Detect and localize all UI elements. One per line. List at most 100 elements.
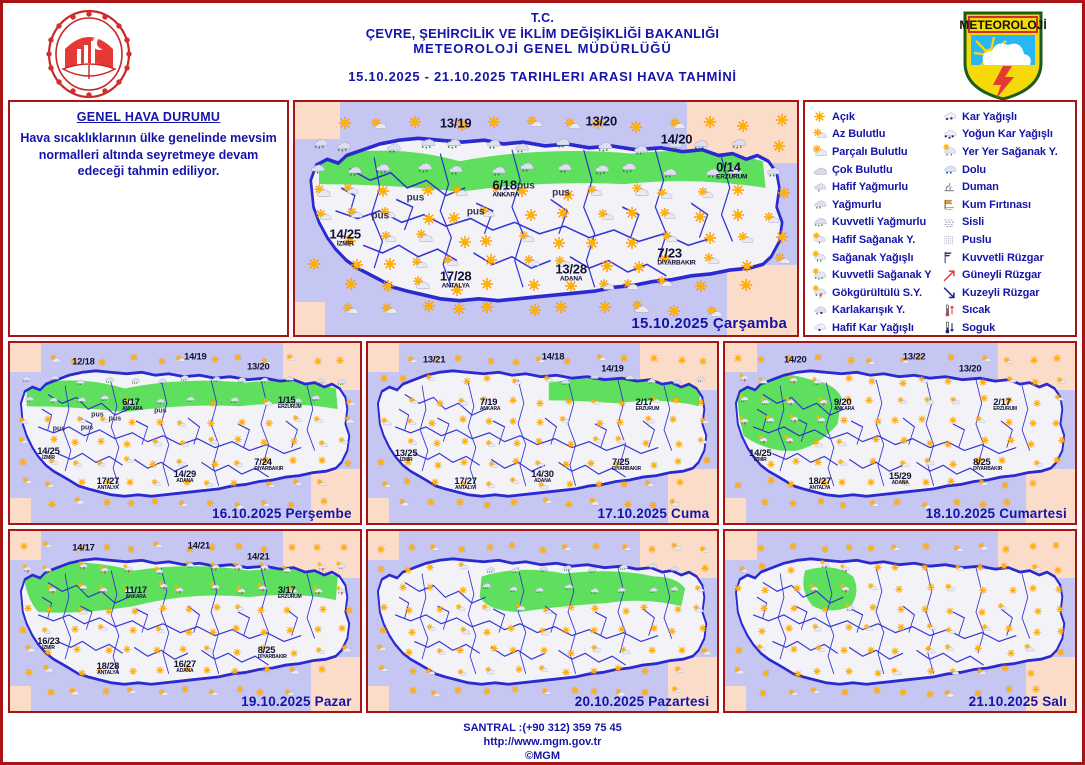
legend-item-label: Sisli (962, 216, 985, 229)
rain-icon (811, 197, 828, 212)
legend-item-sun-cloud: Parçalı Bulutlu (811, 143, 941, 161)
temperature-city: ANKARA (492, 191, 520, 199)
temperature-label: 16/27 ADANA (174, 658, 197, 674)
map-panel-wednesday[interactable]: pus pus pus pus pus 13/19 13/20 14/20 0/14 ERZUR… (293, 100, 799, 337)
legend-item-strong-wind: Kuvvetli Rüzgar (941, 249, 1071, 267)
temperature-label: 7/23 DİYARBAKIR (657, 245, 695, 266)
map-panel-friday[interactable]: 13/21 14/18 14/19 2/17 ERZURUM 7/19 ANKARA 13/2… (365, 341, 720, 525)
temperature-value: 14/19 (601, 362, 624, 374)
heavy-snow-icon (941, 127, 958, 142)
temperature-label: 6/18 ANKARA (492, 178, 519, 199)
temperature-label: 17/27 ANTALYA (454, 475, 477, 491)
temperature-city: DİYARBAKIR (254, 465, 284, 472)
general-weather-text: Hava sıcaklıklarının ülke genelinde mevs… (20, 131, 277, 178)
map-row-middle: pus pus pus pus pus 12/18 14/19 13/20 1/15 ERZURU… (8, 341, 1078, 525)
map-caption-wednesday: 15.10.2025 Çarşamba (631, 315, 787, 332)
map-panel-monday[interactable]: 20.10.2025 Pazartesi (365, 529, 720, 713)
temperature-city: DİYARBAKIR (973, 465, 1003, 472)
legend-item-label: Gökgürültülü S.Y. (832, 286, 922, 299)
temperature-label: 2/17 ERZURUM (993, 396, 1017, 412)
temperature-city: ANKARA (125, 594, 147, 601)
temperature-value: 13/19 (439, 115, 472, 131)
legend-item-label: Kuvvetli Yağmurlu (832, 216, 927, 229)
temperature-value: 14/21 (187, 539, 211, 551)
legend-item-haze: Puslu (941, 231, 1071, 249)
temperature-city: DİYARBAKIR (657, 259, 696, 267)
header-date-range: 15.10.2025 - 21.10.2025 TARIHLERI ARASI … (348, 69, 737, 85)
temperature-label: 7/25 DİYARBAKIR (612, 456, 641, 472)
temperature-label: 13/20 (247, 360, 270, 372)
temperature-city: ANKARA (479, 406, 501, 413)
legend-item-smoke: Duman (941, 178, 1071, 196)
meteoroloji-logo-icon: METEOROLOJİ (959, 9, 1047, 101)
temperature-value: 13/20 (247, 360, 270, 372)
shower-icon (811, 250, 828, 265)
temperature-value: 13/28 (555, 261, 587, 277)
temperature-label: 2/17 ERZURUM (636, 396, 660, 412)
footer-url[interactable]: http://www.mgm.gov.tr (483, 736, 602, 749)
legend-item-label: Karlakarışık Y. (832, 304, 905, 317)
temperature-label: 17/27 ANTALYA (97, 475, 120, 491)
temperature-label: 13/20 (959, 363, 982, 374)
legend-item-sleet: Karlakarışık Y. (811, 302, 941, 320)
temperature-city: ADANA (533, 478, 552, 485)
fog-icon (941, 215, 958, 230)
map-caption-monday: 20.10.2025 Pazartesi (574, 694, 710, 709)
temperature-label: 14/30 ADANA (531, 468, 554, 485)
legend-item-thunderstorm: Gökgürültülü S.Y. (811, 284, 941, 302)
thermometer-hot-icon (941, 303, 958, 318)
temperature-label: 18/27 ANTALYA (809, 475, 832, 491)
temperature-label: 13/28 ADANA (555, 262, 587, 283)
legend-item-label: Parçalı Bulutlu (832, 145, 908, 158)
temperature-label: 8/25 DİYARBAKIR (973, 456, 1002, 472)
map-panel-tuesday[interactable]: 21.10.2025 Salı (723, 529, 1078, 713)
legend-item-label: Hafif Kar Yağışlı (832, 321, 914, 334)
sun-icon (811, 109, 828, 124)
legend-item-label: Kuvvetli Sağanak Y (832, 269, 932, 282)
sun-small-cloud-icon (811, 127, 828, 142)
temperature-city: İZMİR (336, 240, 354, 248)
haze-label: pus (517, 180, 535, 192)
temperature-city: ADANA (559, 275, 583, 283)
map-row-bottom: 14/17 14/21 14/21 3/17 ERZURUM 11/17 ANKARA 16/… (8, 529, 1078, 713)
temperature-label: 14/17 (72, 541, 95, 553)
legend-item-light-shower: Hafif Sağanak Y. (811, 231, 941, 249)
legend-item-sandstorm: Kum Fırtınası (941, 196, 1071, 214)
haze-label: pus (108, 415, 122, 423)
legend-item-heavy-rain: Kuvvetli Yağmurlu (811, 214, 941, 232)
haze-label: pus (154, 407, 167, 415)
legend-item-label: Soguk (962, 321, 996, 334)
temperature-label: 6/17 ANKARA (122, 396, 143, 412)
temperature-value: 13/22 (902, 350, 926, 362)
legend-item-label: Sağanak Yağışlı (832, 251, 914, 264)
turkey-outline-monday (376, 547, 708, 695)
haze-icon (941, 232, 958, 247)
thermometer-cold-icon (941, 320, 958, 335)
temperature-city: ERZURUM (716, 173, 748, 181)
map-canvas-wednesday: pus pus pus pus pus 13/19 13/20 14/20 0/14 ERZUR… (295, 102, 797, 335)
scattered-shower-icon (941, 144, 958, 159)
temperature-city: ERZURUM (277, 594, 302, 601)
map-panel-sunday[interactable]: 14/17 14/21 14/21 3/17 ERZURUM 11/17 ANKARA 16/… (8, 529, 362, 713)
turkey-outline-thursday (19, 359, 351, 507)
temperature-value: 13/20 (585, 113, 617, 129)
temperature-value: 14/17 (72, 541, 95, 553)
map-canvas-friday: 13/21 14/18 14/19 2/17 ERZURUM 7/19 ANKARA 13/2… (367, 343, 718, 523)
heavy-shower-icon (811, 267, 828, 283)
temperature-label: 15/29 ADANA (889, 470, 912, 486)
cloud-icon (811, 162, 828, 177)
temperature-city: ANTALYA (97, 669, 119, 676)
legend-item-south-wind-arrow: Güneyli Rüzgar (941, 266, 1071, 284)
temperature-city: ERZURUM (635, 406, 660, 413)
legend-item-heavy-snow: Yoğun Kar Yağışlı (941, 126, 1071, 144)
legend-item-label: Hafif Yağmurlu (832, 181, 909, 194)
temperature-label: 14/20 (784, 354, 807, 365)
temperature-label: 14/25 İZMİR (749, 447, 772, 463)
legend-item-heavy-shower: Kuvvetli Sağanak Y (811, 266, 941, 284)
map-canvas-monday (367, 531, 718, 711)
map-panel-thursday[interactable]: pus pus pus pus pus 12/18 14/19 13/20 1/15 ERZURU… (8, 341, 362, 525)
sandstorm-icon (941, 197, 958, 212)
thunderstorm-icon (811, 285, 828, 300)
temperature-label: 13/21 (423, 354, 446, 365)
map-panel-saturday[interactable]: 14/20 13/22 13/20 2/17 ERZURUM 9/20 ANKARA 14/2… (723, 341, 1078, 525)
